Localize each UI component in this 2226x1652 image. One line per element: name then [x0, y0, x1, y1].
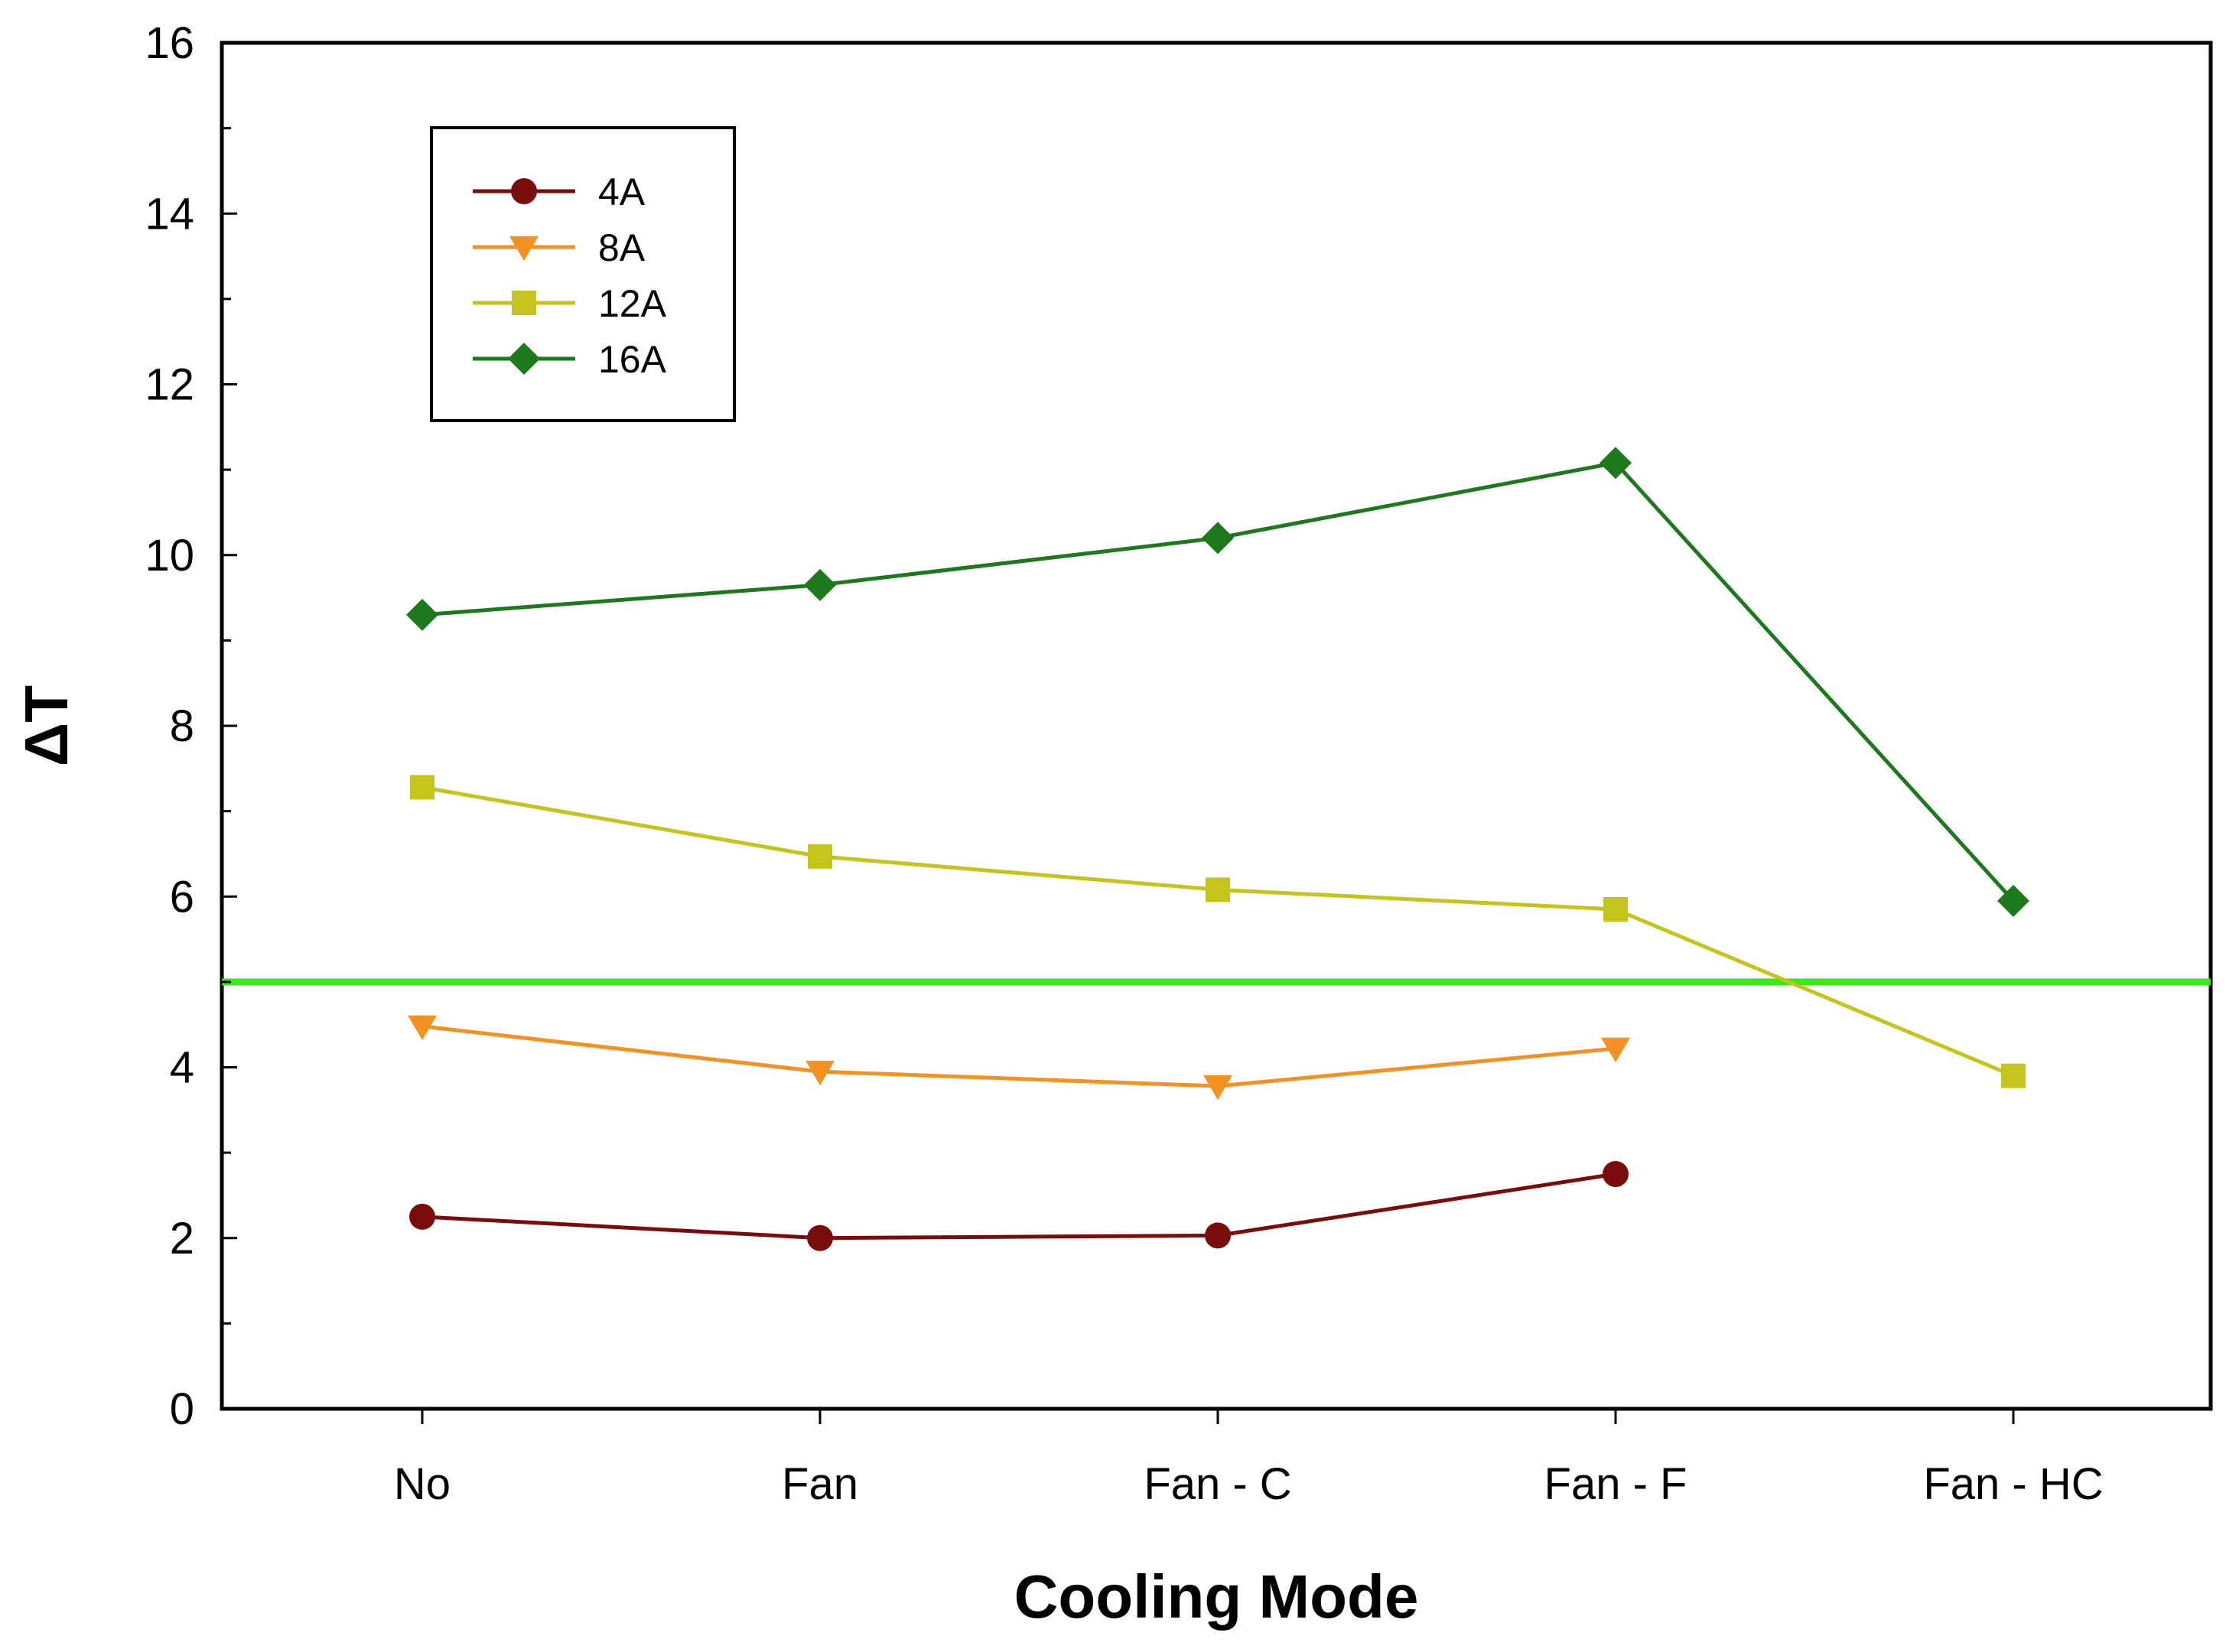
legend-label-4a: 4A: [598, 171, 646, 213]
series-12a: [410, 775, 2026, 1088]
data-point-16a: [804, 568, 836, 601]
x-axis-ticks: No Fan Fan - C Fan - F Fan - HC: [394, 1409, 2104, 1509]
legend-marker-8a: [509, 236, 539, 262]
y-tick-label: 12: [145, 360, 194, 410]
legend: 4A 8A 12A 16A: [430, 126, 736, 422]
y-tick-label: 0: [170, 1384, 194, 1434]
y-axis-title: ΔT: [12, 685, 80, 767]
series-16a: [406, 447, 2029, 917]
data-point-8a: [805, 1060, 835, 1086]
data-point-16a: [1600, 447, 1632, 480]
data-point-4a: [807, 1224, 833, 1251]
data-point-8a: [1601, 1037, 1630, 1062]
legend-entries: 4A 8A 12A 16A: [473, 171, 667, 381]
data-point-12a: [410, 775, 434, 800]
y-tick-label: 10: [145, 531, 194, 580]
x-axis-title: Cooling Mode: [1014, 1563, 1419, 1631]
data-point-12a: [1206, 877, 1230, 902]
series-group: [406, 447, 2029, 1251]
data-point-8a: [408, 1015, 437, 1040]
y-tick-label: 6: [170, 872, 194, 922]
y-tick-label: 8: [170, 701, 194, 751]
legend-label-8a: 8A: [598, 226, 646, 269]
series-8a: [408, 1015, 1630, 1101]
legend-marker-16a: [508, 343, 540, 375]
series-line-4a: [421, 1172, 1616, 1241]
data-point-8a: [1203, 1075, 1232, 1101]
x-tick-label: No: [394, 1459, 451, 1509]
y-tick-label: 14: [145, 189, 194, 239]
data-point-16a: [1202, 522, 1234, 554]
data-point-12a: [808, 844, 832, 869]
legend-box: [430, 126, 736, 422]
x-tick-label: Fan: [782, 1459, 858, 1509]
legend-marker-12a: [512, 291, 536, 315]
data-point-4a: [1205, 1222, 1231, 1249]
x-tick-label: Fan - F: [1544, 1459, 1687, 1509]
data-point-4a: [1603, 1161, 1629, 1188]
data-point-16a: [406, 598, 438, 631]
series-line-8a: [421, 1024, 1616, 1088]
series-4a: [409, 1161, 1629, 1251]
legend-label-12a: 12A: [598, 282, 667, 325]
legend-marker-4a: [511, 178, 537, 204]
y-tick-label: 4: [170, 1043, 194, 1093]
y-tick-label: 2: [170, 1214, 194, 1263]
legend-label-16a: 16A: [598, 338, 667, 381]
data-point-4a: [409, 1203, 435, 1230]
x-tick-label: Fan - HC: [1923, 1459, 2103, 1509]
y-axis-ticks: 0 2 4 6 8 10 12 14 16: [145, 18, 237, 1434]
data-point-12a: [2001, 1063, 2026, 1088]
y-tick-label: 16: [145, 18, 194, 68]
data-point-16a: [1997, 884, 2029, 917]
series-line-12a: [421, 785, 2014, 1078]
data-point-12a: [1603, 896, 1628, 922]
x-tick-label: Fan - C: [1144, 1459, 1291, 1509]
